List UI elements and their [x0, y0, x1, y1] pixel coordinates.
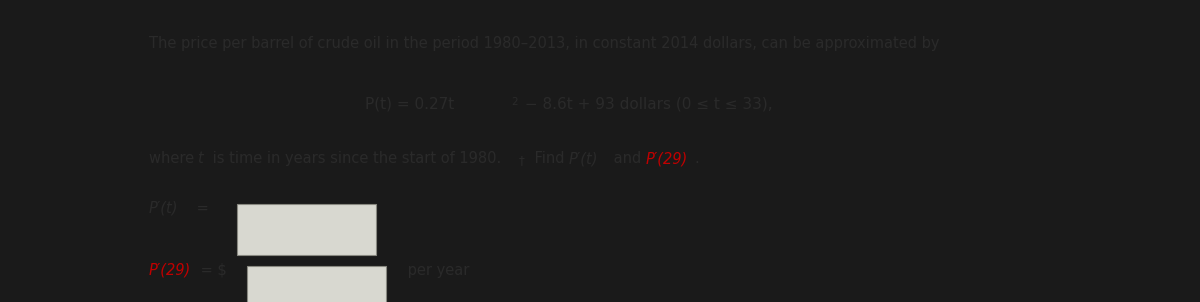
Text: P′(29): P′(29) [149, 263, 191, 278]
Text: =: = [192, 201, 209, 216]
Text: Find: Find [530, 151, 569, 166]
Text: − 8.6t + 93 dollars (0 ≤ t ≤ 33),: − 8.6t + 93 dollars (0 ≤ t ≤ 33), [521, 97, 773, 112]
Text: = $: = $ [196, 263, 227, 278]
Text: t: t [197, 151, 203, 166]
Bar [247, 266, 386, 302]
Text: P(t) = 0.27t: P(t) = 0.27t [365, 97, 455, 112]
Text: P′(t): P′(t) [569, 151, 598, 166]
Text: The price per barrel of crude oil in the period 1980–2013, in constant 2014 doll: The price per barrel of crude oil in the… [149, 36, 940, 51]
Text: and: and [610, 151, 646, 166]
Text: P′(29): P′(29) [646, 151, 688, 166]
Text: where: where [149, 151, 199, 166]
Text: is time in years since the start of 1980.: is time in years since the start of 1980… [208, 151, 500, 166]
Text: 2: 2 [511, 97, 518, 107]
Text: per year: per year [402, 263, 469, 278]
Text: †: † [520, 154, 524, 167]
Text: .: . [695, 151, 700, 166]
Text: P′(t): P′(t) [149, 201, 179, 216]
Bar [236, 204, 376, 255]
